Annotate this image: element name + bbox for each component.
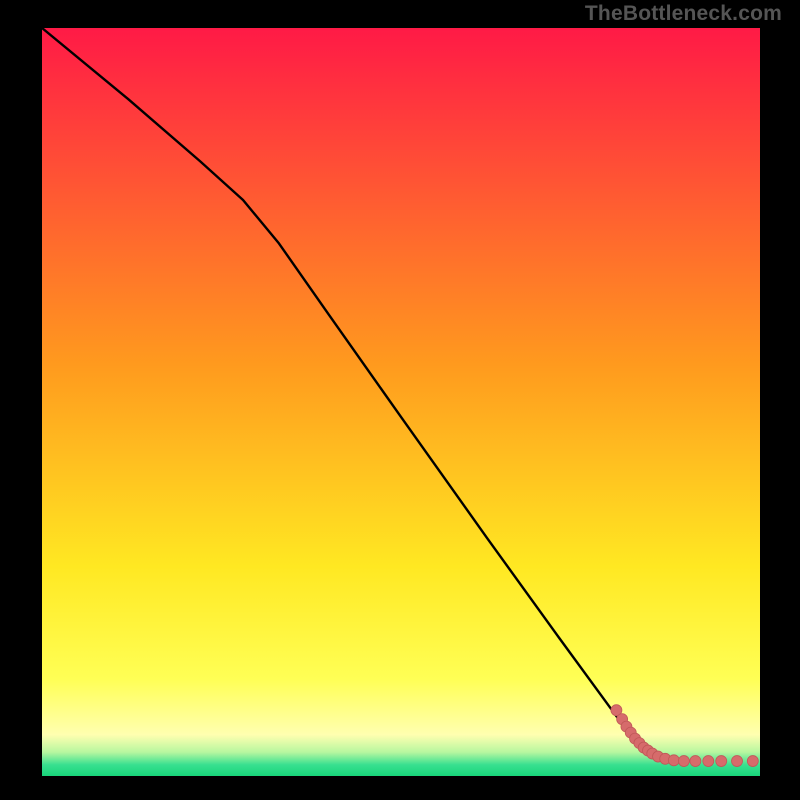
chart-line (42, 28, 634, 741)
chart-marker (703, 756, 714, 767)
chart-marker (732, 756, 743, 767)
chart-markers (611, 705, 758, 767)
watermark-text: TheBottleneck.com (585, 2, 782, 26)
chart-marker (690, 756, 701, 767)
chart-overlay-svg (42, 28, 760, 776)
chart-marker (678, 756, 689, 767)
chart-marker (716, 756, 727, 767)
chart-marker (747, 756, 758, 767)
chart-marker (668, 755, 679, 766)
chart-plot-area (42, 28, 760, 776)
